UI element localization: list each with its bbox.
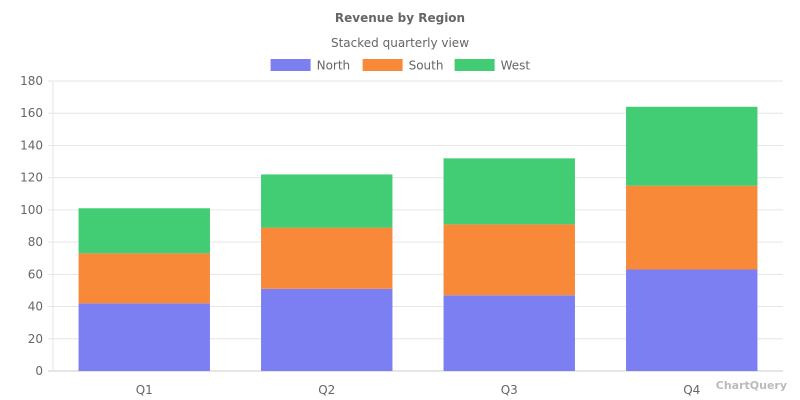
bar-west-q2[interactable]: [261, 174, 393, 228]
bar-west-q1[interactable]: [78, 208, 210, 254]
x-tick-label: Q4: [683, 383, 700, 397]
legend-label-west[interactable]: West: [501, 59, 531, 73]
watermark: ChartQuery: [716, 379, 787, 392]
bar-south-q3[interactable]: [443, 224, 575, 296]
x-tick-label: Q1: [136, 383, 153, 397]
bar-west-q4[interactable]: [626, 106, 758, 186]
legend-swatch-north[interactable]: [270, 59, 311, 71]
y-tick-label: 160: [20, 106, 43, 120]
chart-subtitle: Stacked quarterly view: [331, 36, 469, 50]
x-tick-label: Q3: [501, 383, 518, 397]
legend-label-south[interactable]: South: [409, 59, 444, 73]
bar-north-q3[interactable]: [443, 295, 575, 371]
bar-west-q3[interactable]: [443, 158, 575, 225]
bar-south-q2[interactable]: [261, 227, 393, 289]
chart-title: Revenue by Region: [335, 11, 465, 25]
legend: North South West: [270, 59, 531, 73]
y-tick-label: 180: [20, 74, 43, 88]
legend-swatch-south[interactable]: [362, 59, 403, 71]
legend-swatch-west[interactable]: [454, 59, 495, 71]
y-tick-label: 120: [20, 171, 43, 185]
bar-south-q1[interactable]: [78, 253, 210, 304]
bar-south-q4[interactable]: [626, 185, 758, 270]
bar-north-q4[interactable]: [626, 269, 758, 372]
y-tick-label: 0: [35, 364, 43, 378]
x-axis: Q1 Q2 Q3 Q4: [136, 383, 701, 397]
x-tick-label: Q2: [318, 383, 335, 397]
bar-north-q2[interactable]: [261, 288, 393, 371]
y-tick-label: 140: [20, 138, 43, 152]
y-axis: 0 20 40 60 80 100 120 140 160 180: [20, 74, 43, 378]
bars: [78, 106, 758, 372]
y-tick-label: 40: [28, 300, 43, 314]
bar-north-q1[interactable]: [78, 303, 210, 371]
y-tick-label: 20: [28, 332, 43, 346]
y-tick-label: 80: [28, 235, 43, 249]
y-tick-label: 100: [20, 203, 43, 217]
legend-label-north[interactable]: North: [317, 59, 351, 73]
y-tick-label: 60: [28, 267, 43, 281]
